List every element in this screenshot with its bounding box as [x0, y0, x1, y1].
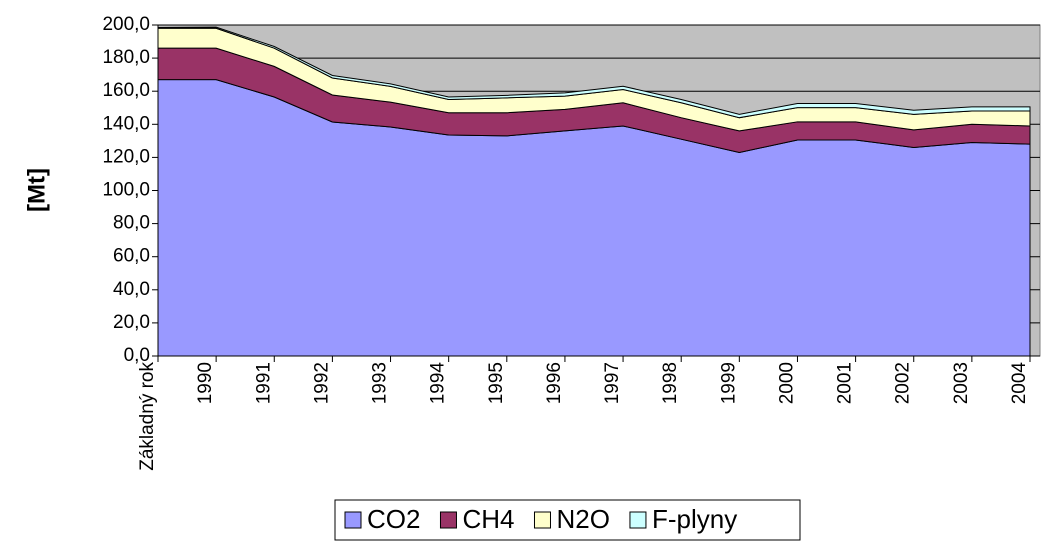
x-tick-label: 2004 [1009, 362, 1030, 405]
y-tick-label: 180,0 [102, 47, 150, 68]
legend-label: CH4 [462, 504, 514, 534]
legend-swatch [344, 511, 362, 529]
x-tick-label: 1991 [253, 362, 274, 404]
legend-swatch [533, 511, 551, 529]
x-tick-label: 1992 [311, 362, 332, 404]
y-tick-label: 20,0 [113, 312, 150, 333]
legend-label: F-plyny [652, 504, 737, 534]
legend-label: CO2 [367, 504, 420, 534]
x-tick-label: 1998 [660, 362, 681, 404]
x-tick-label: 1990 [195, 362, 216, 404]
x-tick-label: 2003 [951, 362, 972, 404]
y-tick-label: 140,0 [102, 113, 150, 134]
x-tick-label: 1994 [428, 362, 449, 405]
x-tick-label: Základný rok [137, 362, 158, 471]
y-tick-label: 100,0 [102, 180, 150, 201]
area [157, 26, 1031, 119]
y-tick-label: 160,0 [102, 80, 150, 101]
y-tick-label: 0,0 [124, 345, 150, 366]
x-tick-label: 1999 [718, 362, 739, 404]
y-tick-label: 40,0 [113, 279, 150, 300]
legend-swatch [629, 511, 647, 529]
x-tick-label: 1995 [486, 362, 507, 404]
y-tick-label: 60,0 [113, 246, 150, 267]
x-tick-label: 2000 [776, 362, 797, 404]
y-axis-label: [Mt] [23, 168, 50, 212]
y-tick-label: 120,0 [102, 146, 150, 167]
x-tick-label: 2001 [835, 362, 856, 404]
legend-box [334, 499, 801, 541]
y-tick-label: 80,0 [113, 213, 150, 234]
x-tick-label: 2002 [893, 362, 914, 404]
x-tick-label: 1996 [544, 362, 565, 404]
x-tick-label: 1993 [370, 362, 391, 404]
legend-swatch [439, 511, 457, 529]
legend: CO2 CH4 N2O F-plyny [334, 499, 801, 541]
y-tick-label: 200,0 [102, 14, 150, 35]
legend-label: N2O [556, 504, 609, 534]
x-tick-label: 1997 [602, 362, 623, 404]
